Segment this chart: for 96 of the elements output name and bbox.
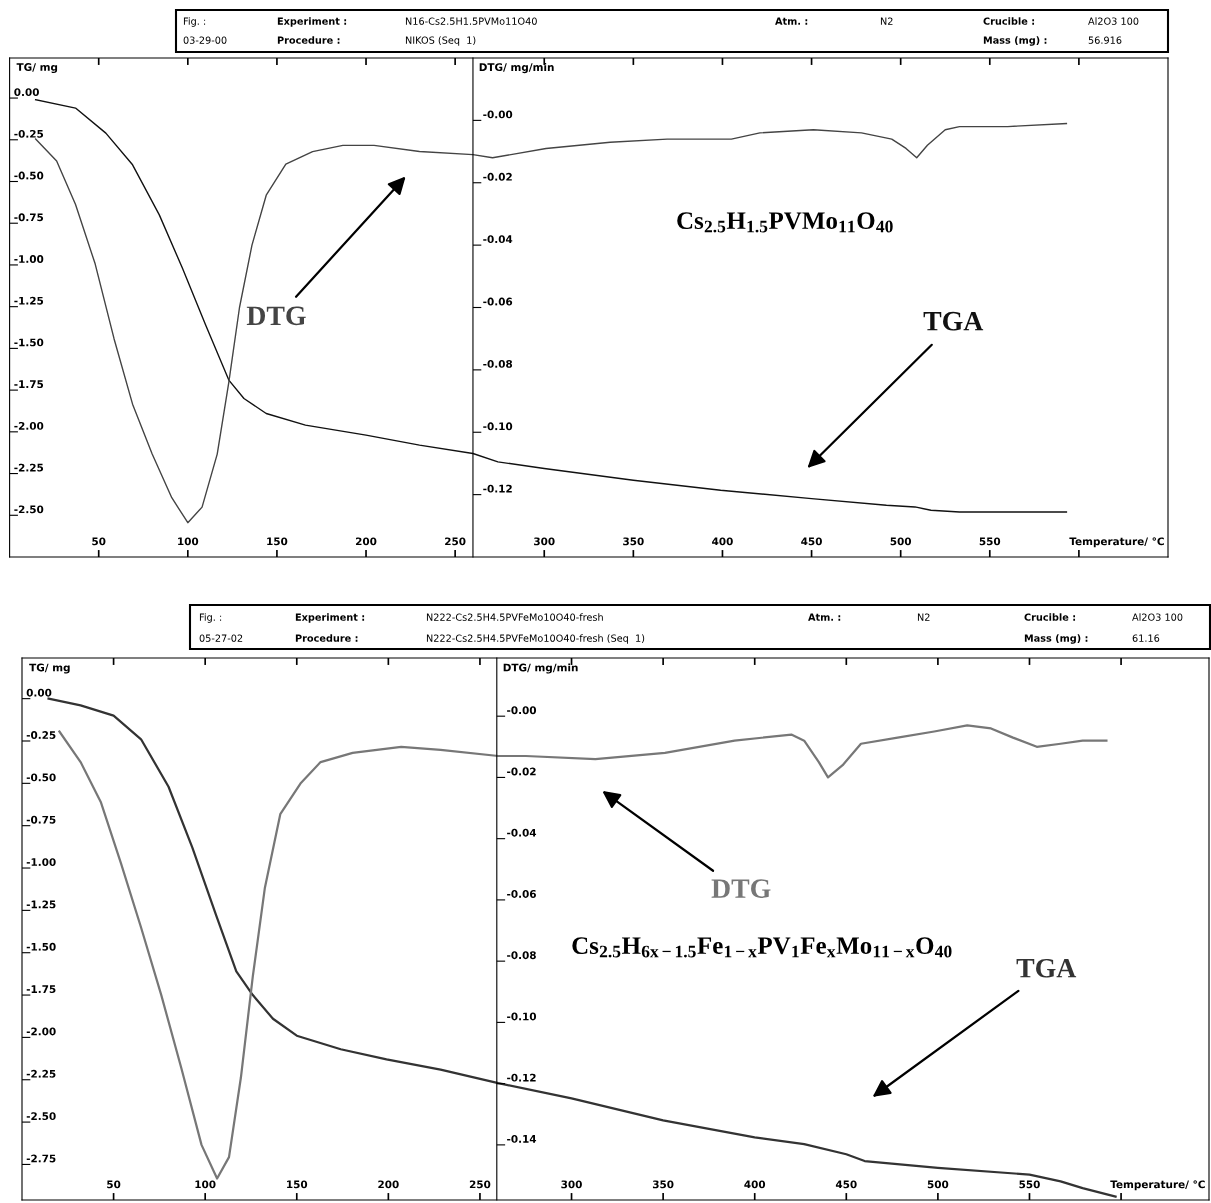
text: Atm. : — [775, 17, 808, 25]
y2-tick-label: -0.06 — [507, 890, 536, 898]
x-tick-label: 450 — [835, 1180, 857, 1189]
x-tick-label: 400 — [712, 537, 733, 546]
y-tick-label: -1.25 — [14, 296, 44, 305]
x-tick-label: 250 — [445, 537, 466, 546]
y2-tick-label: -0.10 — [507, 1012, 537, 1021]
y2-tick-label: -0.14 — [507, 1134, 537, 1143]
x-tick-label: 550 — [1019, 1180, 1040, 1189]
x-tick-label: 500 — [927, 1180, 949, 1189]
y2-tick-label: -0.12 — [507, 1073, 536, 1082]
text: Al2O3 100 — [1088, 17, 1139, 25]
text: TGA — [1016, 958, 1077, 978]
text: Atm. : — [808, 613, 841, 621]
text: DTG — [711, 879, 771, 898]
y-tick-label: -1.75 — [14, 380, 44, 389]
y2-tick-label: -0.10 — [483, 422, 513, 431]
x-tick-label: 300 — [534, 537, 555, 546]
y2-axis-title: DTG/ mg/min — [503, 663, 578, 674]
y-tick-label: -1.00 — [14, 255, 44, 263]
y2-tick-label: -0.02 — [483, 172, 512, 181]
x-tick-label: 300 — [561, 1180, 582, 1189]
text: Mass (mg) : — [1024, 634, 1088, 644]
text: Crucible : — [983, 17, 1035, 25]
text: Cs$_{2.5}$H$_{6x−1.5}$Fe$_{1−x}$PV$_{1}$Fe$_{x}$Mo$_{11−x}$O$_{40}$ — [572, 937, 952, 958]
x-tick-label: 100 — [178, 537, 199, 546]
y2-tick-label: -0.08 — [507, 951, 536, 960]
y-tick-label: -0.75 — [14, 213, 44, 222]
y-tick-label: -2.00 — [26, 1027, 56, 1036]
annotation: Cs$_{2.5}$H$_{1.5}$PVMo$_{11}$O$_{40}$ — [677, 212, 893, 233]
y-tick-label: -0.25 — [14, 129, 44, 138]
y2-tick-label: -0.00 — [483, 110, 513, 119]
x-axis-title: Temperature/ °C — [1110, 1180, 1205, 1191]
y2-tick-label: -0.08 — [483, 359, 513, 368]
text: N2 — [917, 613, 930, 621]
text: Fig. : — [199, 613, 222, 623]
x-tick-label: 550 — [979, 537, 1001, 546]
y-tick-label: 0.00 — [14, 88, 39, 97]
y-tick-label: -2.25 — [26, 1069, 56, 1078]
y-tick-label: -1.00 — [26, 858, 56, 867]
y-tick-label: -0.75 — [26, 815, 56, 824]
x-tick-label: 100 — [195, 1180, 216, 1189]
y2-tick-label: -0.04 — [507, 828, 537, 837]
y-tick-label: -2.75 — [26, 1154, 56, 1163]
y2-tick-label: -0.00 — [507, 706, 537, 715]
y2-tick-label: -0.02 — [507, 767, 536, 776]
text: Experiment : — [295, 613, 365, 623]
y2-tick-label: -0.12 — [483, 484, 512, 493]
x-tick-label: 450 — [801, 537, 822, 546]
text: N2 — [880, 17, 893, 25]
y-tick-label: -2.50 — [26, 1112, 56, 1121]
y-tick-label: -0.25 — [26, 731, 56, 739]
text: N222-Cs2.5H4.5PVFeMo10O40-fresh (Seq 1) — [426, 634, 645, 644]
x-tick-label: 50 — [92, 537, 106, 546]
text: Procedure : — [295, 634, 358, 642]
text: 03-29-00 — [183, 36, 227, 44]
text: N222-Cs2.5H4.5PVFeMo10O40-fresh — [426, 613, 603, 621]
x-axis-title: Temperature/ °C — [1069, 537, 1164, 548]
text: Experiment : — [277, 17, 347, 27]
y-tick-label: -2.25 — [14, 463, 44, 472]
y2-axis-title: DTG/ mg/min — [479, 62, 554, 74]
text: NIKOS (Seq 1) — [405, 36, 476, 46]
text: Al2O3 100 — [1132, 613, 1183, 621]
x-tick-label: 400 — [744, 1180, 766, 1189]
y-axis-title: TG/ mg — [16, 63, 58, 74]
x-tick-label: 150 — [267, 537, 288, 546]
y-tick-label: -0.50 — [14, 171, 44, 180]
y-tick-label: -1.50 — [26, 942, 56, 951]
x-tick-label: 350 — [623, 537, 644, 546]
y-tick-label: -1.25 — [26, 900, 56, 909]
x-tick-label: 200 — [378, 1180, 399, 1189]
text: Procedure : — [277, 36, 340, 44]
y-tick-label: -2.00 — [14, 421, 44, 430]
x-tick-label: 200 — [355, 537, 377, 546]
x-tick-label: 500 — [890, 537, 912, 546]
y-tick-label: -1.75 — [26, 985, 56, 994]
y-tick-label: -0.50 — [26, 773, 56, 782]
text: TGA — [923, 311, 984, 331]
y-axis-title: TG/ mg — [29, 663, 70, 674]
text: Fig. : — [183, 17, 206, 27]
y2-tick-label: -0.04 — [483, 235, 513, 244]
text: 05-27-02 — [199, 634, 243, 642]
text: 56.916 — [1088, 36, 1122, 44]
x-tick-label: 50 — [107, 1180, 121, 1189]
text: N16-Cs2.5H1.5PVMo11O40 — [405, 17, 537, 25]
x-tick-label: 350 — [652, 1180, 674, 1189]
x-tick-label: 150 — [287, 1180, 308, 1189]
y-tick-label: -2.50 — [14, 505, 44, 514]
x-tick-label: 250 — [469, 1180, 491, 1189]
y-tick-label: 0.00 — [26, 688, 52, 697]
text: 61.16 — [1132, 634, 1160, 642]
series-label: DTG — [246, 306, 306, 326]
text: Mass (mg) : — [983, 36, 1047, 46]
text: Crucible : — [1024, 613, 1076, 621]
y-tick-label: -1.50 — [14, 338, 44, 347]
y2-tick-label: -0.06 — [483, 297, 513, 306]
